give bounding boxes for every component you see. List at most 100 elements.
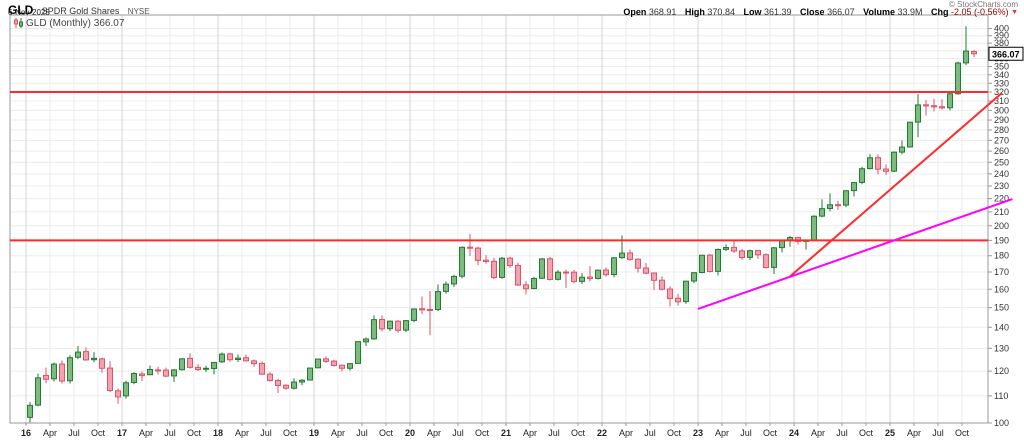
candle [475,246,481,266]
svg-text:200: 200 [994,221,1009,231]
svg-text:16: 16 [21,428,31,438]
svg-text:Jul: Jul [548,428,560,438]
svg-text:Oct: Oct [379,428,394,438]
candle [907,121,913,148]
candle [379,315,385,332]
svg-text:Jul: Jul [260,428,272,438]
candle [771,247,777,275]
candle [923,100,929,116]
svg-text:130: 130 [994,343,1009,353]
svg-text:380: 380 [994,38,1009,48]
candle [235,354,241,363]
candle [451,274,457,288]
candle [835,200,841,210]
candle [363,337,369,347]
chg-value: -2.05 (-0.56%) [951,7,1009,17]
candle [739,248,745,260]
svg-text:17: 17 [117,428,127,438]
svg-text:Jul: Jul [932,428,944,438]
candle [555,270,561,281]
candle [443,281,449,294]
candle [387,320,393,332]
candle [315,358,321,369]
svg-text:320: 320 [994,87,1009,97]
candle [123,380,129,399]
copyright-label: © StockCharts.com [948,0,1018,9]
svg-text:Oct: Oct [187,428,202,438]
candle [307,367,313,381]
svg-text:240: 240 [994,169,1009,179]
exchange-label: NYSE [127,7,150,16]
candle [595,269,601,280]
candle [971,50,977,58]
svg-text:25: 25 [885,428,895,438]
svg-text:Jul: Jul [452,428,464,438]
candle [643,262,649,275]
candle [459,246,465,279]
svg-text:21: 21 [501,428,511,438]
candle [43,367,49,384]
svg-text:270: 270 [994,135,1009,145]
svg-text:22: 22 [597,428,607,438]
svg-text:Apr: Apr [811,428,825,438]
svg-text:350: 350 [994,62,1009,72]
candle [195,364,201,372]
svg-text:18: 18 [213,428,223,438]
svg-text:180: 180 [994,251,1009,261]
ticker-symbol: GLD [8,3,34,17]
candle [491,257,497,280]
candle [179,358,185,371]
candle [667,286,673,307]
candle [371,315,377,340]
svg-text:Apr: Apr [235,428,249,438]
candle [507,256,513,269]
chart-date: 6-Nov-2025 [8,8,50,17]
candle [147,365,153,376]
security-name: SPDR Gold Shares [41,6,120,16]
candle [843,190,849,208]
svg-text:140: 140 [994,322,1009,332]
svg-text:Oct: Oct [763,428,778,438]
candle [931,98,937,112]
candle [651,272,657,291]
candle [531,276,537,290]
svg-text:Jul: Jul [740,428,752,438]
candle [211,361,217,375]
candle [699,254,705,274]
candle [75,345,81,360]
close-value: 366.07 [827,7,855,17]
last-price-value: 366.07 [992,49,1020,59]
candle [435,284,441,312]
candlestick-icon [14,18,23,28]
candle [603,267,609,277]
diagonal-trendline [788,92,1003,278]
candle [691,272,697,284]
svg-text:190: 190 [994,235,1009,245]
svg-text:Apr: Apr [715,428,729,438]
candle [683,280,689,304]
svg-text:250: 250 [994,157,1009,167]
svg-text:23: 23 [693,428,703,438]
last-price-layer: 366.07 [988,46,1024,61]
candle [659,276,665,291]
svg-text:Oct: Oct [571,428,586,438]
candle [267,372,273,382]
candle [619,235,625,259]
candle [323,356,329,363]
svg-text:310: 310 [994,96,1009,106]
volume-value: 33.9M [897,7,923,17]
low-value: 361.39 [763,7,792,17]
candle [467,233,473,256]
candle [899,140,905,155]
candle [723,244,729,252]
candle [291,378,297,390]
candle [91,352,97,363]
chg-down-arrow-icon[interactable]: ▼ [1011,9,1018,16]
candle [259,361,265,375]
candle [203,365,209,373]
candle [163,367,169,378]
svg-text:24: 24 [789,428,799,438]
